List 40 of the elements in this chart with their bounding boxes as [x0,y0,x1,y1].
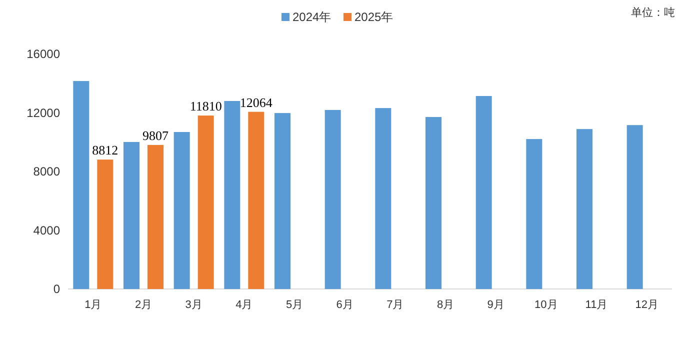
bar [324,110,341,289]
x-tick-label: 3月 [185,299,202,311]
bar [198,116,214,289]
y-tick-label: 0 [53,282,60,296]
y-tick-label: 12000 [26,106,60,120]
bar [375,108,392,289]
x-tick-label: 5月 [286,299,304,311]
x-tick-label: 6月 [336,299,354,311]
bar [426,117,442,289]
x-tick-label: 2月 [134,299,152,311]
data-label: 11810 [190,98,222,114]
x-tick-label: 7月 [386,299,404,311]
bar [576,129,592,289]
bar [148,144,164,289]
bar [97,160,114,289]
x-tick-label: 1月 [84,299,102,311]
bar [124,142,140,289]
x-tick-label: 8月 [436,299,454,311]
data-label: 8812 [92,142,118,158]
data-label: 12064 [240,94,273,110]
data-label: 9807 [142,128,169,143]
x-tick-label: 10月 [534,299,558,311]
legend-label: 2025年 [354,10,394,24]
bar [224,101,240,289]
bar [248,112,264,289]
x-tick-label: 12月 [635,299,658,311]
y-tick-label: 16000 [26,47,60,61]
x-tick-label: 4月 [236,299,253,311]
x-tick-label: 9月 [487,299,504,311]
y-tick-label: 4000 [33,223,60,238]
y-tick-label: 8000 [33,164,60,178]
bar [174,132,190,289]
bar [526,139,542,289]
bar [73,81,90,289]
text: 单位：吨 [631,6,675,19]
x-tick-label: 11月 [585,299,608,311]
legend-label: 2024年 [292,10,332,24]
bar [274,113,290,289]
bar [476,96,492,289]
bar [626,125,643,289]
